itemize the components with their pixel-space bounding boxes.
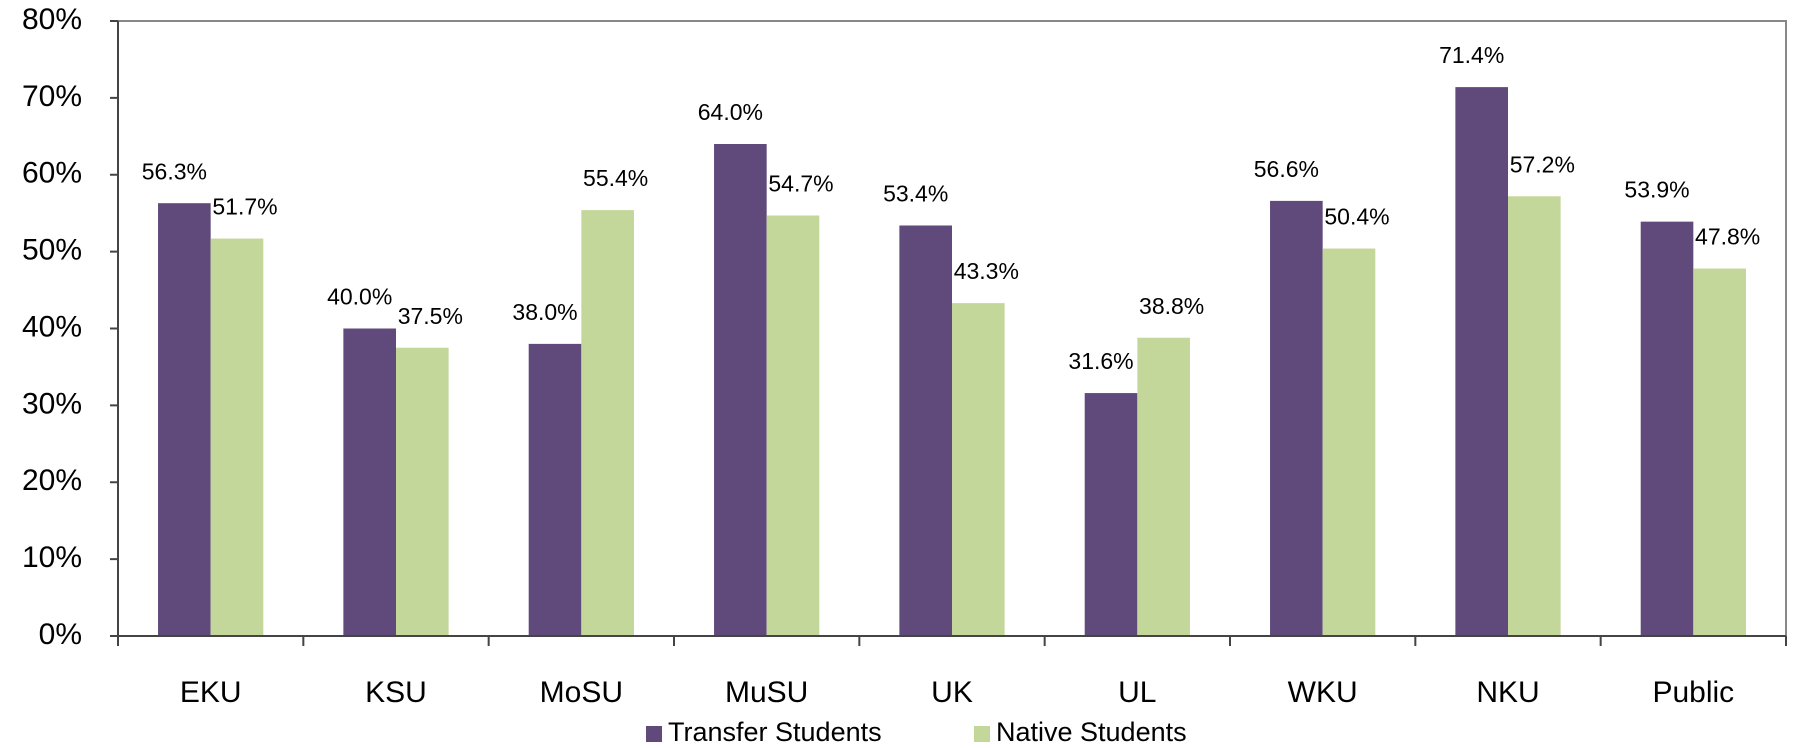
y-tick-label: 60% <box>22 157 82 190</box>
data-label: 47.8% <box>1695 224 1760 250</box>
data-label: 71.4% <box>1439 42 1504 68</box>
data-label: 38.8% <box>1139 293 1204 319</box>
bar <box>952 303 1005 636</box>
x-tick-label: KSU <box>365 676 427 709</box>
bar <box>396 347 449 636</box>
data-label: 56.6% <box>1254 156 1319 182</box>
x-tick-label: EKU <box>180 676 242 709</box>
x-tick-label: Public <box>1652 676 1734 709</box>
data-label: 31.6% <box>1068 348 1133 374</box>
x-tick-label: UK <box>931 676 973 709</box>
data-label: 51.7% <box>212 194 277 220</box>
bar <box>158 203 211 636</box>
bar <box>528 343 582 636</box>
data-label: 57.2% <box>1510 151 1575 177</box>
bar <box>1455 87 1508 637</box>
bar <box>1137 337 1190 636</box>
y-tick-label: 10% <box>22 541 82 574</box>
bar <box>714 144 767 636</box>
legend-swatch <box>974 726 990 742</box>
data-label: 43.3% <box>954 258 1019 284</box>
data-label: 55.4% <box>583 165 648 191</box>
y-tick-label: 0% <box>39 618 82 651</box>
data-label: 64.0% <box>698 99 763 125</box>
y-tick-label: 20% <box>22 464 82 497</box>
legend-label: Native Students <box>996 717 1187 747</box>
bar <box>1693 268 1746 636</box>
y-tick-label: 40% <box>22 310 82 343</box>
data-label: 53.4% <box>883 181 948 207</box>
data-label: 50.4% <box>1324 204 1389 230</box>
y-tick-label: 50% <box>22 234 82 267</box>
bar <box>210 238 264 636</box>
data-label: 54.7% <box>768 171 833 197</box>
y-tick-label: 70% <box>22 80 82 113</box>
y-tick-label: 30% <box>22 387 82 420</box>
bar <box>766 215 820 636</box>
bar <box>1270 200 1323 636</box>
x-tick-label: UL <box>1118 676 1156 709</box>
x-tick-label: WKU <box>1288 676 1358 709</box>
bar <box>1322 248 1376 637</box>
legend-label: Transfer Students <box>668 717 882 747</box>
data-label: 38.0% <box>512 299 577 325</box>
data-label: 56.3% <box>142 158 207 184</box>
data-label: 53.9% <box>1624 177 1689 203</box>
data-label: 40.0% <box>327 284 392 310</box>
bar <box>1084 393 1138 636</box>
x-tick-label: MuSU <box>725 676 808 709</box>
x-tick-label: NKU <box>1476 676 1539 709</box>
data-label: 37.5% <box>398 303 463 329</box>
bar <box>899 225 952 637</box>
bar <box>1508 196 1561 636</box>
bar <box>581 210 634 637</box>
x-tick-label: MoSU <box>540 676 623 709</box>
bar <box>343 328 396 636</box>
legend-swatch <box>646 726 662 742</box>
y-tick-label: 80% <box>22 3 82 36</box>
bar <box>1640 221 1694 637</box>
